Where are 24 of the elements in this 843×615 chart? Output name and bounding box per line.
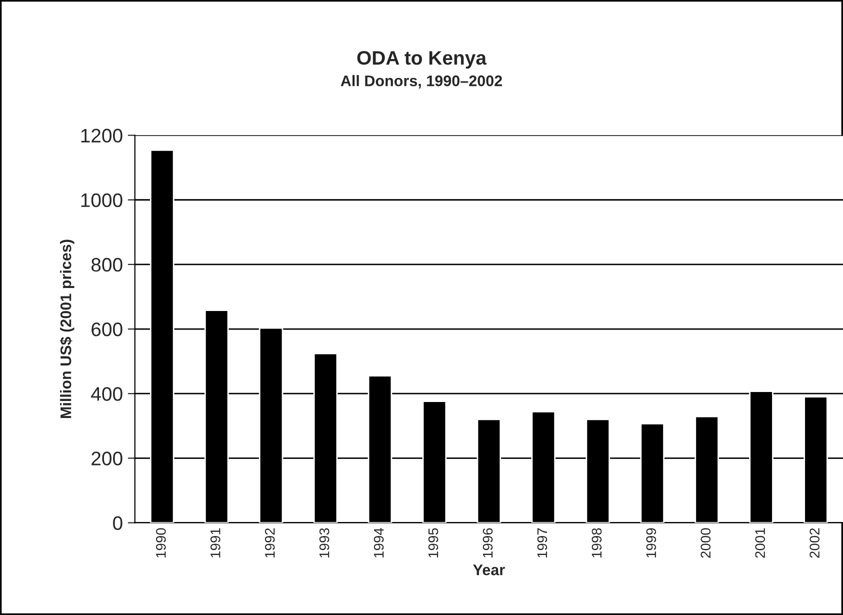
x-tick-label: 1995 [428, 528, 438, 558]
y-tick-label: 0 [113, 516, 122, 530]
y-tick-label: 800 [91, 258, 122, 272]
x-tick-label: 1991 [210, 528, 220, 558]
x-tick-label: 1994 [374, 528, 384, 558]
x-tick-label: 2000 [700, 528, 711, 558]
x-tick-label: 2002 [810, 528, 820, 558]
x-tick-label: 1996 [482, 528, 493, 558]
x-axis-title: Year [473, 564, 505, 576]
y-axis-title: Million US$ (2001 prices) [60, 240, 74, 418]
x-tick-label: 1999 [646, 528, 656, 558]
chart-subtitle: All Donors, 1990–2002 [340, 75, 502, 88]
x-tick-label: 1990 [156, 528, 166, 558]
x-tick-label: 1998 [592, 528, 602, 558]
y-tick-label: 1000 [81, 193, 122, 208]
y-tick-label: 1200 [81, 128, 122, 143]
x-tick-label: 1993 [319, 528, 330, 558]
chart-title: ODA to Kenya [357, 50, 487, 69]
y-tick-label: 600 [92, 322, 122, 336]
y-tick-label: 200 [92, 452, 122, 466]
x-tick-label: 1992 [264, 528, 275, 558]
y-tick-label: 400 [91, 387, 122, 401]
x-tick-label: 1997 [537, 528, 548, 558]
x-tick-label: 2001 [755, 528, 766, 558]
